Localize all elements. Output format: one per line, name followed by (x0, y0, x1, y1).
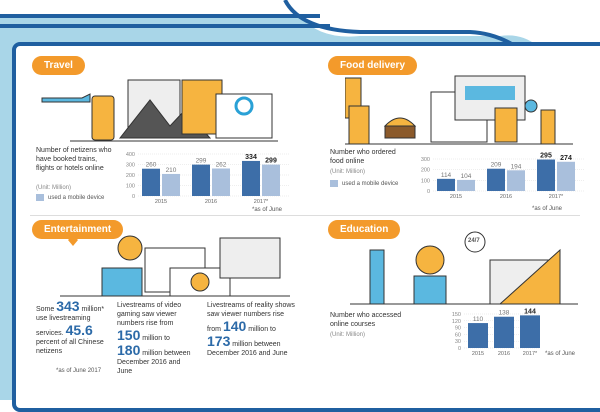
x-tick-label: 2015 (155, 199, 167, 205)
y-tick-label: 100 (126, 184, 135, 190)
livestreaming-note: *as of June 2017 (56, 368, 102, 374)
bar (162, 173, 180, 196)
bar (457, 179, 475, 191)
y-tick-label: 400 (126, 152, 135, 158)
y-tick-label: 150 (452, 312, 461, 318)
data-label: 295 (540, 153, 552, 160)
legend-label: used a mobile device (342, 180, 399, 187)
legend-label: used a mobile device (48, 194, 105, 201)
travel-unit: (Unit: Million) (36, 185, 72, 191)
x-tick-label: 2017* (523, 351, 538, 357)
y-tick-label: 0 (427, 189, 430, 195)
bar (487, 168, 505, 191)
travel-legend: used a mobile device (36, 194, 104, 201)
travel-chart: 0 100 200 300 400 260 210 2015 299 262 2016 334 299 2… (126, 152, 290, 205)
travel-note: *as of June (252, 207, 283, 213)
data-label: 274 (560, 155, 572, 162)
y-tick-label: 0 (132, 194, 135, 200)
livestreaming-stat: Some 343 million* use livestreaming serv… (36, 298, 105, 356)
section-label-food-delivery: Food delivery (328, 56, 418, 75)
x-tick-label: 2015 (472, 351, 484, 357)
y-tick-label: 300 (126, 163, 135, 169)
bar (192, 164, 210, 196)
food-unit: (Unit: Million) (330, 169, 366, 175)
bar (557, 161, 575, 191)
bar (262, 164, 280, 196)
data-label: 299 (265, 158, 277, 165)
education-description: Number who accessed online courses (330, 312, 402, 328)
bar (142, 168, 160, 196)
x-tick-label: 2015 (450, 194, 462, 200)
data-label: 138 (499, 310, 510, 317)
reality-shows-stat: Livestreams of reality shows saw viewer … (207, 302, 295, 357)
data-label: 299 (196, 158, 207, 165)
bar (507, 170, 525, 191)
food-chart: 0 100 200 300 114 104 2015 209 194 2016 295 274 2017… (421, 153, 585, 200)
bar (537, 159, 555, 191)
data-label: 110 (473, 316, 484, 323)
data-label: 210 (166, 167, 177, 174)
data-label: 334 (245, 154, 257, 161)
travel-description: Number of netizens who have booked train… (36, 147, 112, 172)
x-tick-label: 2016 (498, 351, 510, 357)
education-unit: (Unit: Million) (330, 332, 366, 338)
data-label: 194 (511, 163, 522, 170)
x-tick-label: 2017* (549, 194, 564, 200)
y-tick-label: 0 (458, 346, 461, 352)
data-label: 209 (491, 162, 502, 169)
bar (212, 168, 230, 196)
section-label-entertainment: Entertainment (32, 220, 124, 239)
entertainment-illustration (60, 235, 290, 297)
y-tick-label: 60 (455, 332, 461, 338)
bar (494, 316, 514, 348)
y-tick-label: 90 (455, 326, 461, 332)
section-label-education: Education (328, 220, 401, 239)
bar (468, 323, 488, 348)
x-tick-label: 2016 (205, 199, 217, 205)
y-tick-label: 30 (455, 339, 461, 345)
data-label: 260 (146, 162, 157, 169)
data-label: 104 (461, 173, 472, 180)
data-label: 262 (216, 161, 227, 168)
bar (520, 315, 540, 348)
y-tick-label: 300 (421, 157, 430, 163)
legend-swatch (36, 194, 44, 201)
food-illustration (345, 75, 573, 145)
y-tick-label: 200 (126, 173, 135, 179)
food-description: Number who ordered food online (330, 149, 396, 165)
bar (437, 178, 455, 191)
divider (30, 215, 580, 216)
data-label: 114 (441, 172, 452, 179)
food-legend: used a mobile device (330, 180, 398, 187)
video-gaming-stat: Livestreams of video gaming saw viewer n… (117, 302, 191, 375)
y-tick-label: 120 (452, 319, 461, 325)
y-tick-label: 200 (421, 168, 430, 174)
y-tick-label: 100 (421, 178, 430, 184)
section-label-travel: Travel (32, 56, 85, 75)
legend-swatch (330, 180, 338, 187)
education-note: *as of June (545, 351, 576, 357)
bar (242, 160, 260, 196)
travel-illustration (41, 79, 278, 142)
education-illustration (350, 231, 578, 305)
food-note: *as of June (532, 206, 563, 212)
education-badge: 24/7 (468, 238, 480, 244)
data-label: 144 (524, 308, 536, 315)
x-tick-label: 2016 (500, 194, 512, 200)
x-tick-label: 2017* (254, 199, 269, 205)
